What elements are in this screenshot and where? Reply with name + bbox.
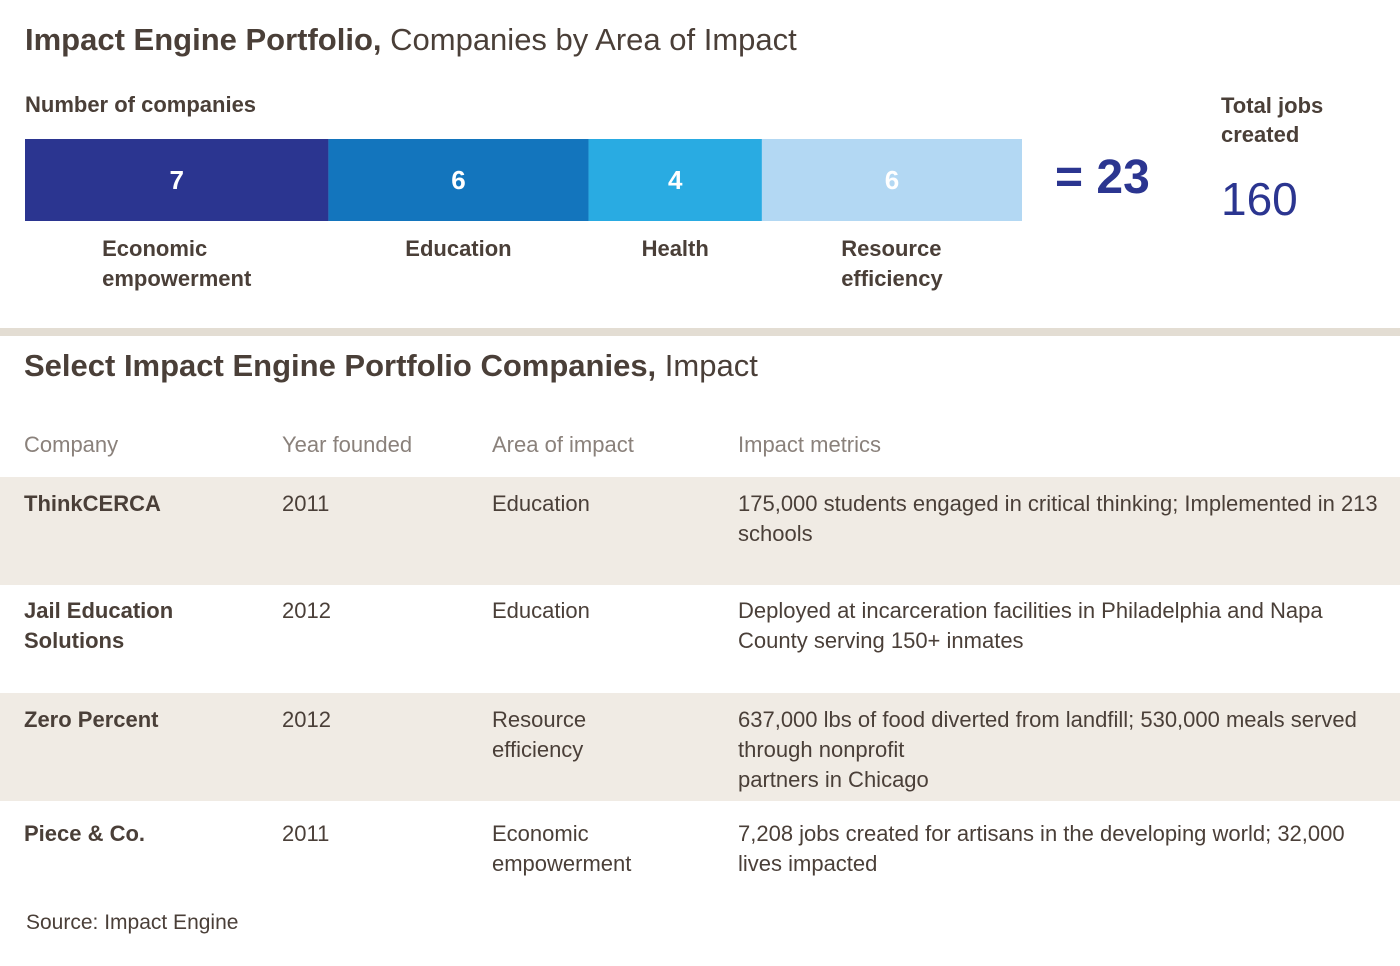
cell-year: 2012 xyxy=(282,707,331,732)
table-row: Piece & Co. 2011 Economic empowerment 7,… xyxy=(0,801,1400,901)
cell-year: 2012 xyxy=(282,598,331,623)
category-label: Resource efficiency xyxy=(762,234,1022,294)
cell-year: 2011 xyxy=(282,821,330,846)
cell-company: Jail Education Solutions xyxy=(24,598,174,653)
column-header-metrics: Impact metrics xyxy=(738,432,882,457)
category-label-block: Health xyxy=(642,234,709,264)
table-title: Select Impact Engine Portfolio Companies… xyxy=(24,348,758,384)
category-label-line: Education xyxy=(405,236,512,261)
column-header-company: Company xyxy=(24,432,119,457)
total-companies: = 23 xyxy=(1055,151,1150,204)
category-label-line: empowerment xyxy=(102,266,252,291)
cell-company: ThinkCERCA xyxy=(24,491,161,516)
table-title-bold: Select Impact Engine Portfolio Companies… xyxy=(24,348,657,383)
stacked-bar-chart: 7 6 4 6 xyxy=(25,139,1022,221)
cell-year: 2011 xyxy=(282,491,330,516)
category-label-block: Education xyxy=(405,234,511,264)
category-label: Health xyxy=(589,234,762,264)
cell-area: Education xyxy=(492,598,590,623)
cell-metrics: Deployed at incarceration facilities in … xyxy=(738,598,1323,653)
category-label-block: Economic empowerment xyxy=(102,234,251,294)
bar-segment-1 xyxy=(328,139,589,221)
category-label: Education xyxy=(328,234,588,264)
chart-title-bold: Impact Engine Portfolio, xyxy=(25,22,382,57)
cell-metrics: 637,000 lbs of food diverted from landfi… xyxy=(738,707,1357,792)
cell-metrics: 7,208 jobs created for artisans in the d… xyxy=(738,821,1345,876)
cell-area: Education xyxy=(492,491,590,516)
category-label-line: efficiency xyxy=(841,266,943,291)
bar-value-label: 7 xyxy=(169,165,183,195)
chart-title: Impact Engine Portfolio, Companies by Ar… xyxy=(25,22,797,58)
cell-metrics: 175,000 students engaged in critical thi… xyxy=(738,491,1378,546)
table-row: Jail Education Solutions 2012 Education … xyxy=(0,585,1400,693)
table-row: Zero Percent 2012 Resource efficiency 63… xyxy=(0,693,1400,801)
bar-value-label: 4 xyxy=(668,165,683,195)
bar-segment-2 xyxy=(588,139,762,221)
table-title-regular: Impact xyxy=(656,348,758,383)
bar-segment-3 xyxy=(761,139,1022,221)
chart-title-regular: Companies by Area of Impact xyxy=(381,22,797,57)
category-label: Economic empowerment xyxy=(25,234,328,294)
category-label-block: Resource efficiency xyxy=(841,234,943,294)
bar-value-label: 6 xyxy=(885,165,899,195)
column-header-area: Area of impact xyxy=(492,432,634,457)
cell-area: Resource efficiency xyxy=(492,707,587,762)
cell-company: Piece & Co. xyxy=(24,821,146,846)
category-label-line: Economic xyxy=(102,236,208,261)
bar-value-label: 6 xyxy=(451,165,465,195)
total-jobs-label: Total jobs created xyxy=(1221,93,1324,147)
table-row: ThinkCERCA 2011 Education 175,000 studen… xyxy=(0,477,1400,585)
section-divider xyxy=(0,328,1400,336)
bar-segment-0 xyxy=(25,139,329,221)
category-label-line: Resource xyxy=(841,236,942,261)
category-label-line: Health xyxy=(641,236,709,261)
chart-subtitle: Number of companies xyxy=(25,92,257,117)
source-note: Source: Impact Engine xyxy=(26,911,239,934)
cell-company: Zero Percent xyxy=(24,707,159,732)
cell-area: Economic empowerment xyxy=(492,821,632,876)
column-header-year: Year founded xyxy=(282,432,413,457)
total-jobs-value: 160 xyxy=(1221,173,1298,225)
